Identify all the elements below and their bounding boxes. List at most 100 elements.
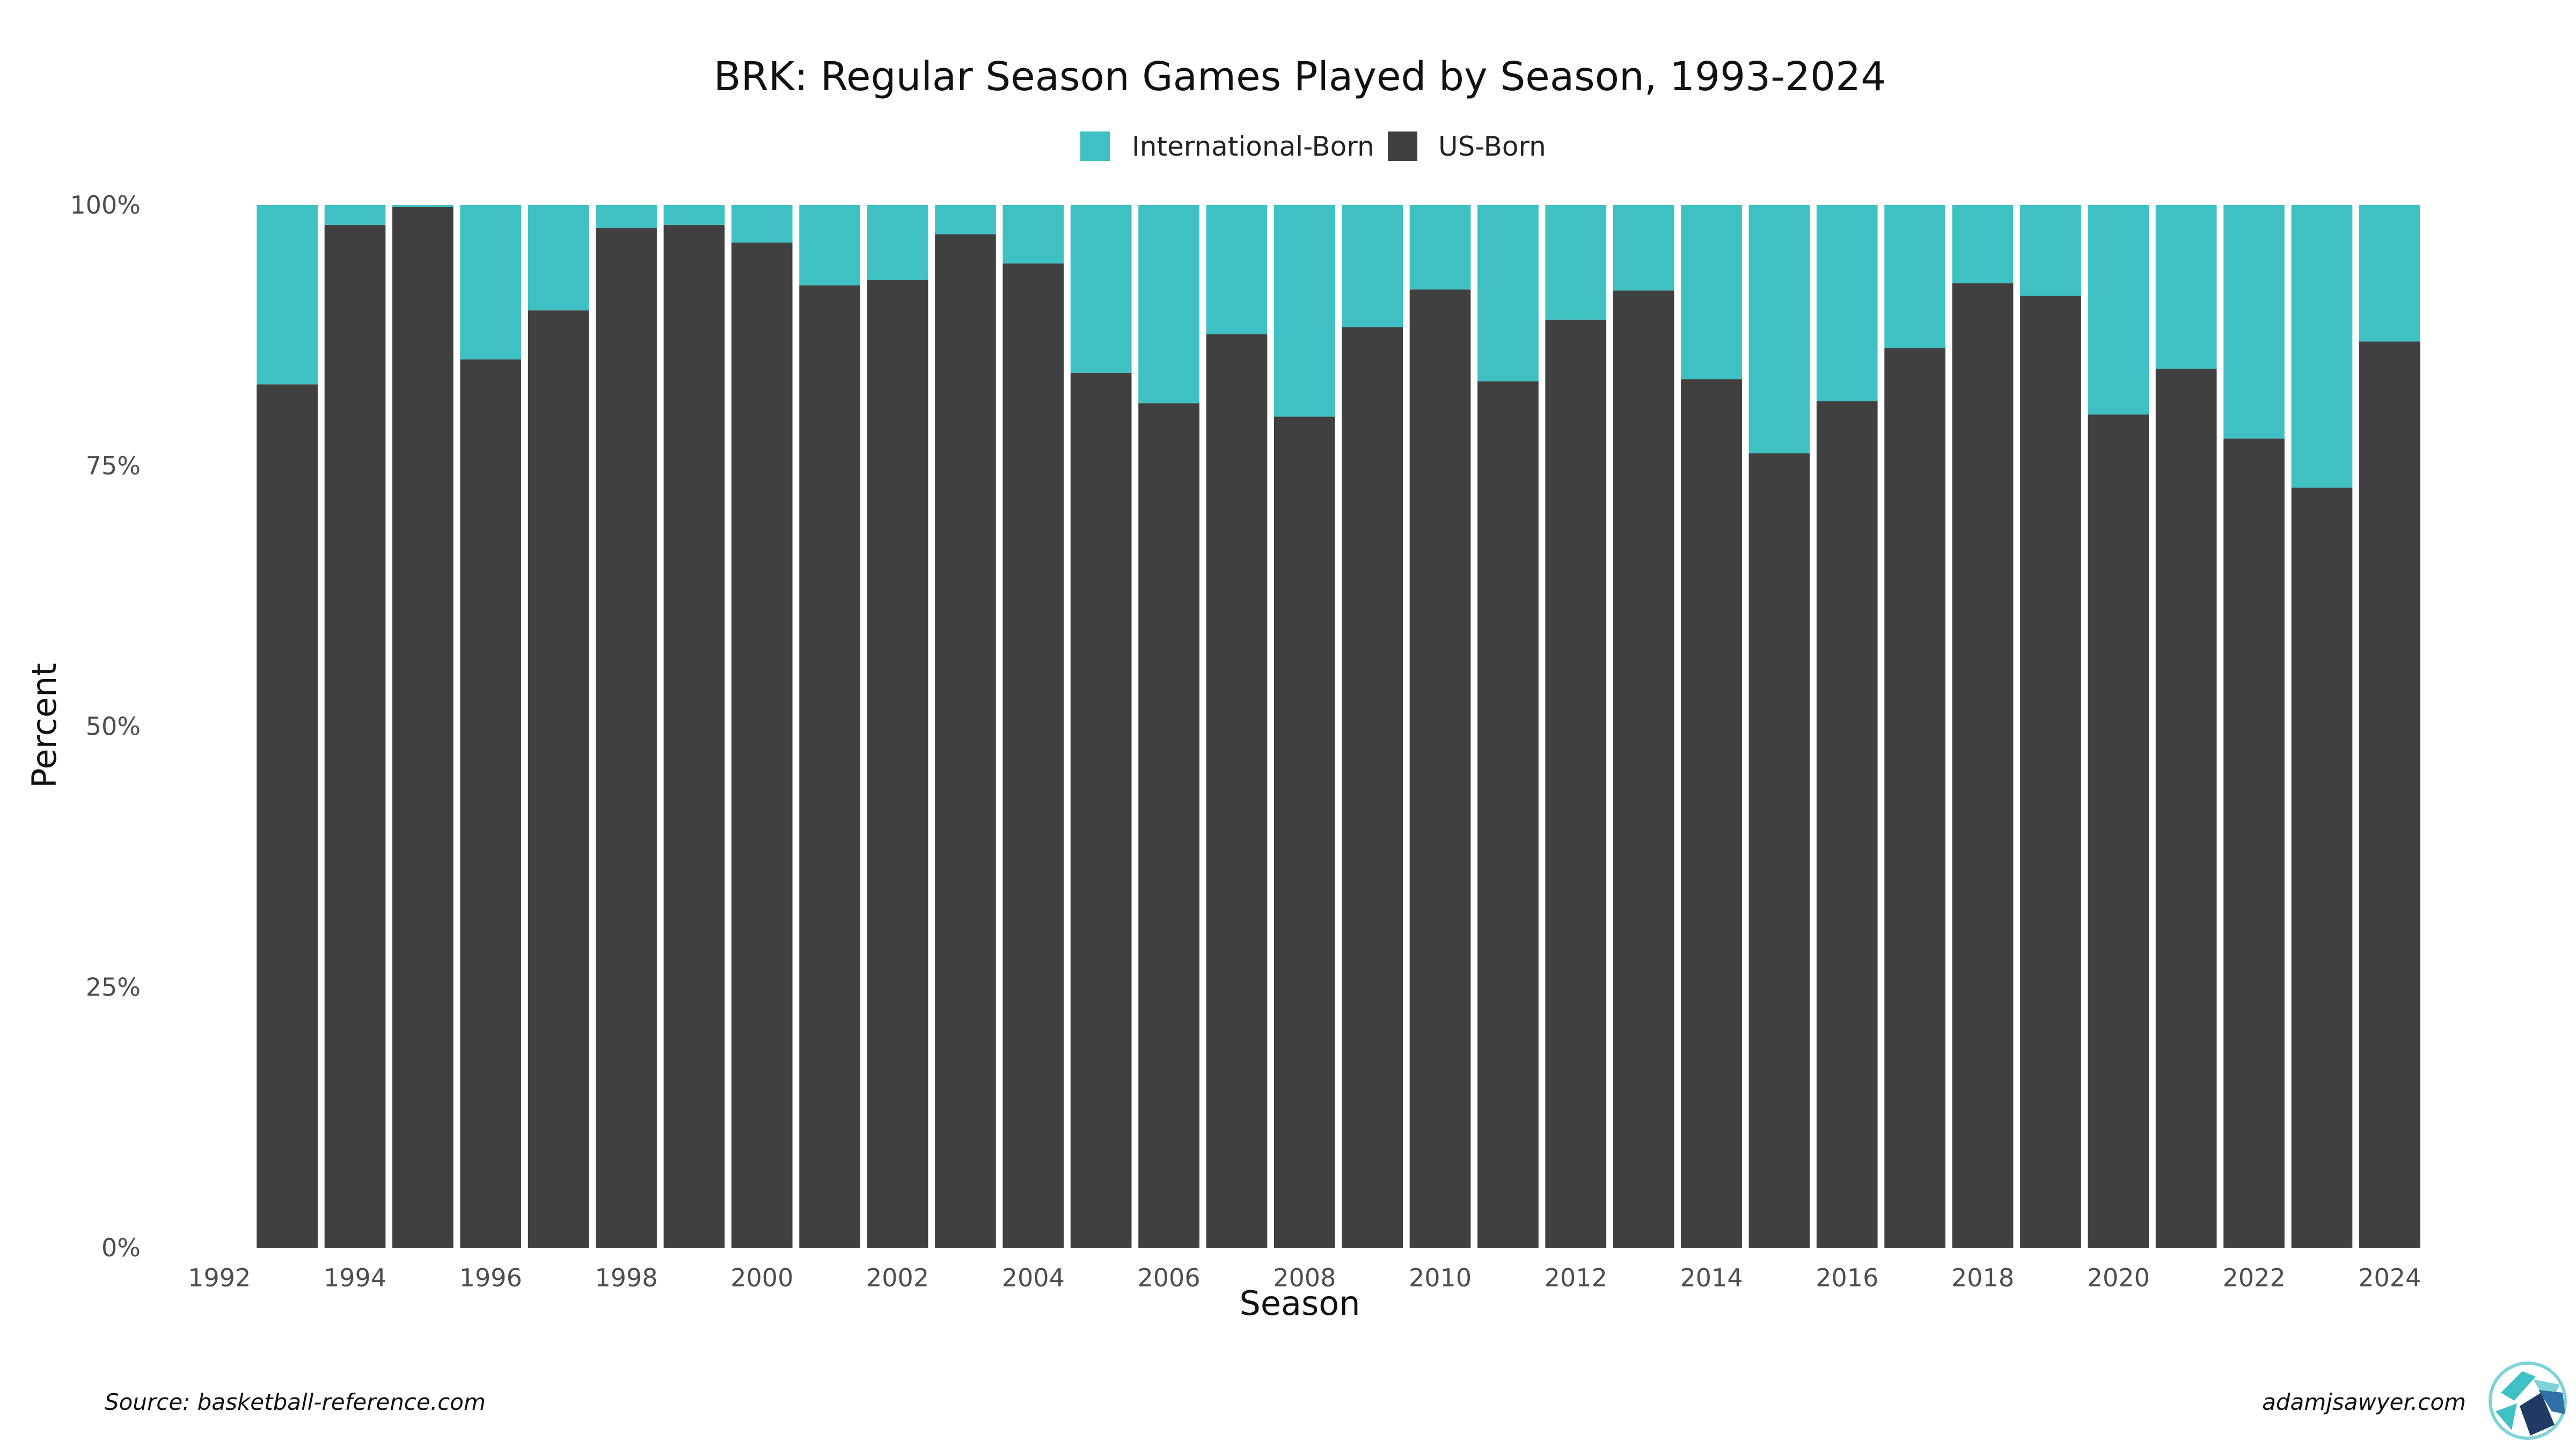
bar-international-born-2000 (731, 205, 793, 243)
bar-us-born-2003 (935, 234, 996, 1248)
bar-international-born-1999 (663, 205, 725, 225)
bar-us-born-1993 (257, 384, 318, 1248)
x-tick-label: 2012 (1545, 1263, 1607, 1292)
bar-us-born-2024 (2359, 341, 2420, 1248)
bar-international-born-2001 (799, 205, 860, 286)
bar-international-born-1995 (392, 205, 453, 207)
bar-international-born-1998 (596, 205, 657, 228)
logo-shard (2538, 1390, 2565, 1414)
bar-us-born-2008 (1274, 416, 1335, 1248)
bars-layer (257, 205, 2420, 1248)
legend: International-Born US-Born (1080, 131, 1546, 162)
x-tick-label: 2010 (1409, 1263, 1472, 1292)
bar-international-born-1996 (460, 205, 522, 360)
bar-international-born-2021 (2155, 205, 2217, 369)
chart-title: BRK: Regular Season Games Played by Seas… (714, 54, 1886, 100)
bar-international-born-2005 (1070, 205, 1132, 373)
x-tick-label: 2004 (1002, 1263, 1065, 1292)
bar-us-born-2020 (2088, 414, 2149, 1248)
bar-international-born-2004 (1002, 205, 1064, 264)
y-tick-label: 75% (86, 451, 141, 480)
legend-swatch-international-born (1080, 131, 1110, 161)
y-axis-title: Percent (25, 663, 64, 788)
bar-us-born-2011 (1477, 381, 1539, 1248)
x-axis-ticks: 1992 1994 1996 1998 2000 2002 2004 2006 2008 2010… (188, 1263, 2421, 1292)
legend-swatch-us-born (1388, 131, 1417, 161)
bar-international-born-2019 (2020, 205, 2081, 296)
bar-international-born-2014 (1681, 205, 1742, 379)
x-tick-label: 1994 (324, 1263, 386, 1292)
bar-us-born-2001 (799, 285, 860, 1248)
x-tick-label: 2024 (2358, 1263, 2421, 1292)
bar-us-born-2021 (2155, 369, 2217, 1248)
bar-international-born-1993 (257, 205, 318, 385)
bar-international-born-2009 (1342, 205, 1403, 327)
bar-international-born-2003 (935, 205, 996, 235)
x-tick-label: 2020 (2087, 1263, 2150, 1292)
bar-international-born-2023 (2291, 205, 2353, 488)
y-tick-label: 100% (70, 191, 141, 219)
bar-international-born-1994 (324, 205, 386, 225)
bar-international-born-2024 (2359, 205, 2420, 342)
x-tick-label: 2006 (1138, 1263, 1201, 1292)
logo-shard (2496, 1403, 2517, 1430)
bar-us-born-2014 (1681, 379, 1742, 1248)
bar-international-born-2016 (1816, 205, 1878, 401)
bar-us-born-2000 (731, 242, 793, 1248)
adamjsawyer-logo-icon (2489, 1362, 2567, 1440)
bar-us-born-2009 (1342, 327, 1403, 1248)
bar-us-born-2015 (1748, 453, 1810, 1248)
x-tick-label: 2016 (1816, 1263, 1878, 1292)
x-tick-label: 2002 (866, 1263, 929, 1292)
y-tick-label: 25% (86, 972, 141, 1001)
logo-shard (2520, 1393, 2555, 1436)
legend-label-us-born: US-Born (1438, 131, 1546, 162)
x-tick-label: 2018 (1951, 1263, 2014, 1292)
x-axis-title: Season (1239, 1284, 1360, 1323)
bar-us-born-1996 (460, 359, 522, 1248)
bar-international-born-2015 (1748, 205, 1810, 453)
logo-ring (2489, 1362, 2567, 1440)
bar-us-born-1998 (596, 228, 657, 1248)
bar-international-born-1997 (528, 205, 589, 311)
bar-us-born-2005 (1070, 372, 1132, 1248)
bar-us-born-2010 (1409, 289, 1471, 1248)
bar-international-born-2007 (1206, 205, 1268, 334)
x-tick-label: 1998 (595, 1263, 658, 1292)
bar-international-born-2012 (1545, 205, 1607, 320)
legend-label-international-born: International-Born (1132, 131, 1374, 162)
bar-us-born-2018 (1952, 283, 2014, 1248)
y-tick-label: 50% (86, 712, 141, 741)
bar-international-born-2017 (1884, 205, 1945, 348)
bar-us-born-2023 (2291, 487, 2353, 1248)
bar-us-born-2004 (1002, 263, 1064, 1248)
x-tick-label: 1996 (459, 1263, 522, 1292)
x-tick-label: 1992 (188, 1263, 251, 1292)
bar-us-born-1997 (528, 310, 589, 1248)
bar-us-born-2017 (1884, 348, 1945, 1248)
y-tick-label: 0% (101, 1233, 141, 1262)
x-tick-label: 2014 (1680, 1263, 1743, 1292)
logo-shard (2501, 1371, 2536, 1401)
bar-international-born-2010 (1409, 205, 1471, 290)
bar-us-born-2002 (867, 280, 928, 1248)
bar-international-born-2013 (1613, 205, 1674, 291)
bar-us-born-2013 (1613, 290, 1674, 1248)
bar-international-born-2018 (1952, 205, 2014, 283)
bar-international-born-2022 (2223, 205, 2285, 439)
x-tick-label: 2008 (1273, 1263, 1336, 1292)
bar-us-born-2006 (1138, 403, 1199, 1248)
bar-international-born-2008 (1274, 205, 1335, 417)
credit-link[interactable]: adamjsawyer.com (2262, 1389, 2466, 1415)
y-axis-ticks: 0% 25% 50% 75% 100% (70, 191, 141, 1262)
x-tick-label: 2022 (2223, 1263, 2286, 1292)
bar-us-born-2019 (2020, 296, 2081, 1248)
bar-international-born-2011 (1477, 205, 1539, 382)
bar-us-born-1994 (324, 224, 386, 1248)
source-note: Source: basketball-reference.com (105, 1389, 486, 1415)
x-tick-label: 2000 (730, 1263, 793, 1292)
bar-us-born-2022 (2223, 438, 2285, 1248)
bar-us-born-2007 (1206, 334, 1268, 1248)
bar-international-born-2006 (1138, 205, 1199, 404)
